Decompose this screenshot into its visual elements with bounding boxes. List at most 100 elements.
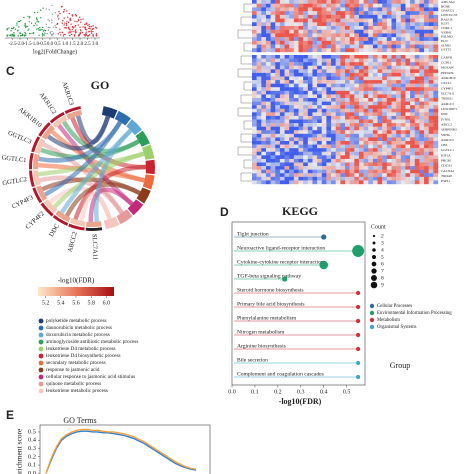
heat-cell <box>405 101 411 106</box>
dot <box>352 245 365 257</box>
heat-cell <box>358 55 364 59</box>
volcano-dot <box>78 33 80 36</box>
heat-cell <box>335 169 341 174</box>
heat-cell <box>386 7 392 12</box>
heat-cell <box>293 83 299 88</box>
heat-cell <box>261 94 267 99</box>
heat-cell <box>428 115 434 120</box>
heat-cell <box>372 98 378 102</box>
heat-cell <box>265 176 271 181</box>
heat-cell <box>358 148 364 152</box>
heat-cell <box>405 40 411 45</box>
heat-cell <box>368 7 374 12</box>
heat-cell <box>424 98 429 102</box>
heat-cell <box>331 40 336 45</box>
volcano-dot <box>74 20 76 22</box>
heat-cell <box>410 40 415 45</box>
chord-ribbon <box>94 128 133 222</box>
heat-cell <box>382 22 388 27</box>
heat-cell <box>396 158 401 163</box>
go-title: GO <box>91 78 110 92</box>
heat-cell <box>405 76 411 81</box>
heat-cell <box>303 119 308 124</box>
heat-cell <box>419 101 425 106</box>
heat-cell <box>382 98 388 102</box>
heat-cell <box>335 108 341 113</box>
heat-cell <box>312 158 318 163</box>
heat-cell <box>326 108 332 113</box>
heat-cell <box>382 166 388 170</box>
heat-cell <box>354 166 360 170</box>
heat-cell <box>279 115 285 120</box>
heat-cell <box>414 173 420 178</box>
heat-cell <box>391 176 397 181</box>
heat-cell <box>261 87 267 92</box>
heat-cell <box>340 65 346 70</box>
heat-cell <box>433 7 439 12</box>
volcano-dot <box>54 12 57 14</box>
heat-cell <box>414 40 420 45</box>
heat-cell <box>321 26 327 30</box>
heat-cell <box>298 162 304 167</box>
dot <box>356 290 361 296</box>
heat-cell <box>293 108 299 113</box>
legend-dot <box>38 353 44 359</box>
heat-cell <box>293 72 299 77</box>
gene-label: ELN <box>441 39 448 43</box>
heat-cell <box>428 144 434 149</box>
heat-cell <box>261 48 267 53</box>
heat-cell <box>358 65 364 70</box>
heat-cell <box>252 90 257 95</box>
heat-cell <box>307 69 313 74</box>
volcano-dot <box>51 35 53 37</box>
heat-cell <box>382 48 388 53</box>
heat-cell <box>400 3 406 8</box>
heat-cell <box>349 162 355 167</box>
heat-cell <box>345 180 350 185</box>
heat-cell <box>317 148 322 152</box>
heat-cell <box>358 137 364 142</box>
heat-cell <box>400 158 406 163</box>
gene-label: HAGLR <box>441 17 453 21</box>
heat-cell <box>270 58 276 63</box>
heat-cell <box>382 162 388 167</box>
heat-cell <box>326 55 332 59</box>
heat-cell <box>405 55 411 59</box>
gene-fdr-arc <box>85 227 103 232</box>
heat-cell <box>317 55 322 59</box>
heat-cell <box>340 133 346 138</box>
heat-cell <box>349 90 355 95</box>
volcano-dot <box>12 35 14 37</box>
x-tick-label: 1.5 <box>69 42 76 47</box>
x-tick-label: 2.0 <box>77 42 84 47</box>
heat-cell <box>410 123 415 127</box>
heat-cell <box>275 176 281 181</box>
heat-cell <box>303 87 308 92</box>
heat-cell <box>349 148 355 152</box>
heat-cell <box>405 48 411 53</box>
heat-cell <box>265 44 271 49</box>
heat-cell <box>252 29 257 34</box>
heat-cell <box>270 18 276 23</box>
volcano-dot <box>63 33 65 36</box>
heat-cell <box>265 40 271 45</box>
heat-cell <box>349 94 355 99</box>
heat-cell <box>386 80 392 84</box>
heat-cell <box>363 87 369 92</box>
heat-cell <box>396 115 401 120</box>
heat-cell <box>428 76 434 81</box>
heat-cell <box>368 11 374 16</box>
heat-cell <box>433 22 439 27</box>
heat-cell <box>400 112 406 117</box>
heat-cell <box>321 158 327 163</box>
heat-cell <box>354 108 360 113</box>
heat-cell <box>307 151 313 156</box>
heat-cell <box>358 144 364 149</box>
volcano-dot <box>65 23 68 25</box>
heat-cell <box>405 11 411 16</box>
heat-cell <box>391 18 397 23</box>
volcano-dot <box>36 21 38 23</box>
heat-cell <box>270 176 276 181</box>
heat-cell <box>419 123 425 127</box>
heat-cell <box>419 29 425 34</box>
